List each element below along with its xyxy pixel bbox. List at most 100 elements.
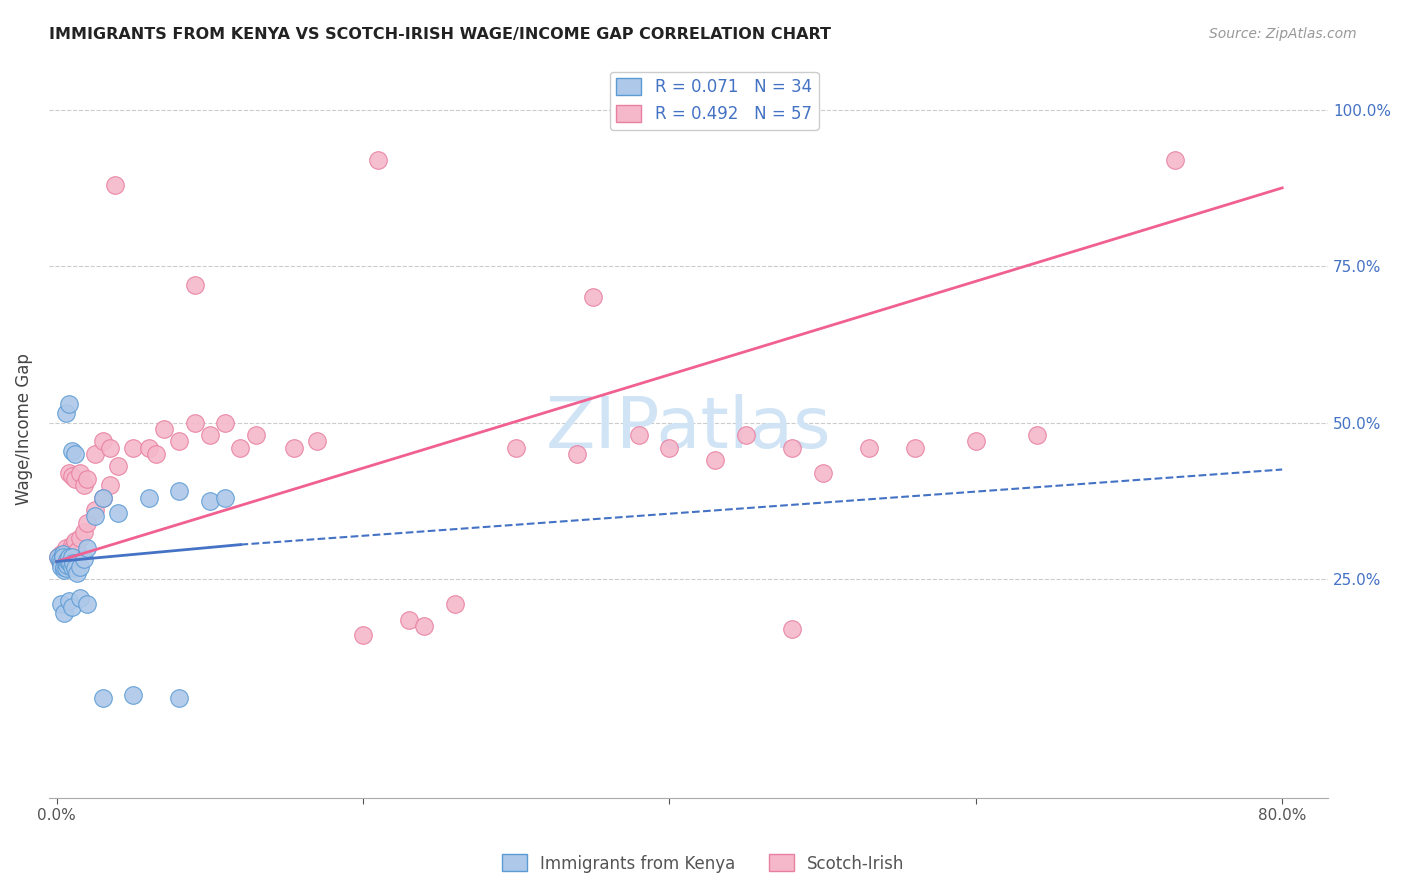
Point <box>53 552 76 566</box>
Point <box>183 416 205 430</box>
Point <box>965 434 987 449</box>
Point <box>84 447 107 461</box>
Point <box>62 557 84 571</box>
Point <box>73 478 96 492</box>
Point <box>56 554 79 568</box>
Point <box>55 561 77 575</box>
Point <box>307 434 329 449</box>
Point <box>283 441 305 455</box>
Point <box>107 459 129 474</box>
Point <box>56 553 79 567</box>
Point <box>55 406 77 420</box>
Point <box>52 547 75 561</box>
Point <box>138 491 160 505</box>
Point <box>59 547 82 561</box>
Point <box>65 544 87 558</box>
Point <box>229 441 252 455</box>
Point <box>91 434 114 449</box>
Y-axis label: Wage/Income Gap: Wage/Income Gap <box>15 353 32 505</box>
Point <box>59 557 82 571</box>
Point <box>198 428 221 442</box>
Point <box>48 553 70 567</box>
Point <box>55 541 77 555</box>
Legend: Immigrants from Kenya, Scotch-Irish: Immigrants from Kenya, Scotch-Irish <box>495 847 911 880</box>
Point <box>98 441 121 455</box>
Point <box>91 690 114 705</box>
Point <box>76 516 98 530</box>
Point <box>63 472 86 486</box>
Point <box>122 441 145 455</box>
Point <box>91 491 114 505</box>
Point <box>505 441 527 455</box>
Point <box>65 566 87 580</box>
Point <box>56 558 79 573</box>
Text: Source: ZipAtlas.com: Source: ZipAtlas.com <box>1209 27 1357 41</box>
Point <box>58 594 80 608</box>
Point <box>76 597 98 611</box>
Point <box>183 277 205 292</box>
Point <box>582 290 605 304</box>
Point <box>63 561 86 575</box>
Point <box>167 484 190 499</box>
Point <box>46 550 69 565</box>
Point <box>58 466 80 480</box>
Point <box>145 447 167 461</box>
Point <box>58 550 80 565</box>
Point <box>780 441 803 455</box>
Point <box>858 441 880 455</box>
Point <box>903 441 925 455</box>
Point <box>811 466 834 480</box>
Point <box>69 591 91 605</box>
Point <box>55 557 77 571</box>
Point <box>69 532 91 546</box>
Point <box>76 472 98 486</box>
Point <box>62 541 84 555</box>
Point <box>245 428 267 442</box>
Point <box>153 422 176 436</box>
Point <box>60 538 83 552</box>
Point <box>214 491 236 505</box>
Point <box>73 552 96 566</box>
Point <box>658 441 681 455</box>
Point <box>107 506 129 520</box>
Point <box>48 554 70 568</box>
Point <box>735 428 758 442</box>
Point <box>704 453 727 467</box>
Point <box>53 563 76 577</box>
Point <box>138 441 160 455</box>
Point <box>60 443 83 458</box>
Point <box>780 622 803 636</box>
Point <box>60 559 83 574</box>
Point <box>198 493 221 508</box>
Point <box>69 559 91 574</box>
Point <box>52 550 75 565</box>
Point <box>167 434 190 449</box>
Point <box>58 554 80 568</box>
Point <box>58 544 80 558</box>
Text: IMMIGRANTS FROM KENYA VS SCOTCH-IRISH WAGE/INCOME GAP CORRELATION CHART: IMMIGRANTS FROM KENYA VS SCOTCH-IRISH WA… <box>49 27 831 42</box>
Point <box>444 597 467 611</box>
Point <box>63 534 86 549</box>
Point <box>122 688 145 702</box>
Point <box>104 178 127 192</box>
Point <box>76 541 98 555</box>
Point <box>69 466 91 480</box>
Point <box>52 550 75 565</box>
Point <box>367 153 389 167</box>
Point <box>413 619 436 633</box>
Point <box>73 525 96 540</box>
Text: ZIPatlas: ZIPatlas <box>546 394 831 463</box>
Point <box>51 597 73 611</box>
Point <box>567 447 589 461</box>
Point <box>398 613 420 627</box>
Legend: R = 0.071   N = 34, R = 0.492   N = 57: R = 0.071 N = 34, R = 0.492 N = 57 <box>610 71 818 129</box>
Point <box>60 550 83 565</box>
Point <box>51 559 73 574</box>
Point <box>84 509 107 524</box>
Point <box>1164 153 1187 167</box>
Point <box>98 478 121 492</box>
Point <box>84 503 107 517</box>
Point <box>46 550 69 565</box>
Point <box>53 559 76 574</box>
Point <box>167 690 190 705</box>
